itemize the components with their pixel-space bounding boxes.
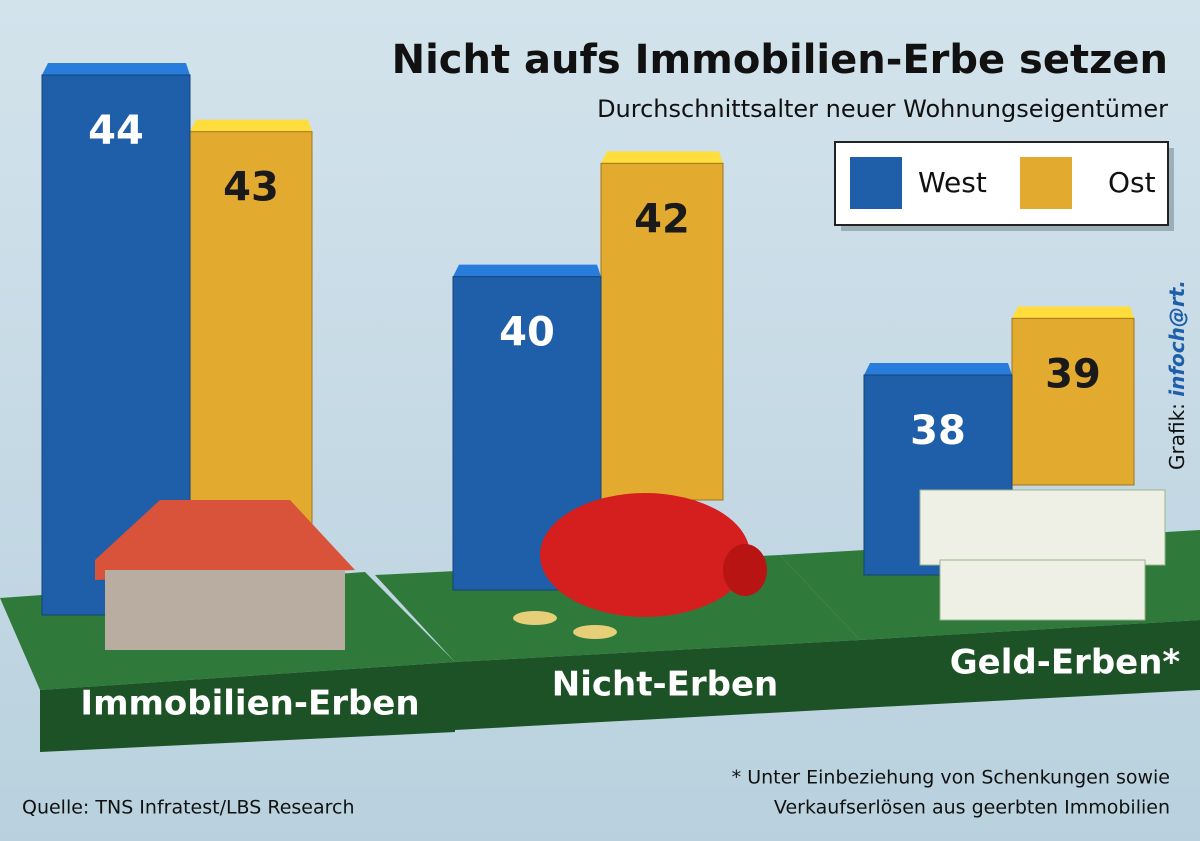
value-label: 40	[499, 310, 555, 356]
bar-top	[1012, 306, 1134, 319]
legend-swatch	[850, 157, 902, 209]
legend-swatch	[1020, 157, 1072, 209]
bar-top	[453, 264, 601, 277]
category-label: Immobilien-Erben	[80, 684, 419, 724]
value-label: 43	[223, 165, 279, 211]
bar	[1011, 317, 1135, 486]
source: Quelle: TNS Infratest/LBS Research	[22, 797, 355, 819]
legend-label: West	[918, 166, 987, 199]
credit-label: Grafik:	[1165, 403, 1189, 470]
credit: Grafik: infoch@rt.	[1165, 280, 1189, 470]
credit-brand: infoch@rt.	[1165, 280, 1189, 397]
value-label: 44	[88, 108, 144, 154]
value-label: 39	[1045, 351, 1101, 397]
bar-top	[42, 63, 190, 75]
legend-label: Ost	[1108, 166, 1156, 199]
footnote: * Unter Einbeziehung von Schenkungen sow…	[732, 767, 1170, 789]
category-label: Nicht-Erben	[552, 665, 778, 705]
footnote: Verkaufserlösen aus geerbten Immobilien	[774, 797, 1170, 819]
title: Nicht aufs Immobilien-Erbe setzen	[392, 37, 1168, 83]
bar	[189, 131, 313, 526]
bar-top	[190, 119, 312, 132]
bar-top	[601, 151, 723, 164]
category-label: Geld-Erben*	[950, 643, 1181, 683]
value-label: 42	[634, 196, 690, 242]
subtitle: Durchschnittsalter neuer Wohnungseigentü…	[597, 95, 1168, 123]
value-label: 38	[910, 408, 966, 454]
decorations	[95, 489, 1166, 650]
bar-top	[864, 363, 1012, 375]
bar	[600, 162, 724, 501]
